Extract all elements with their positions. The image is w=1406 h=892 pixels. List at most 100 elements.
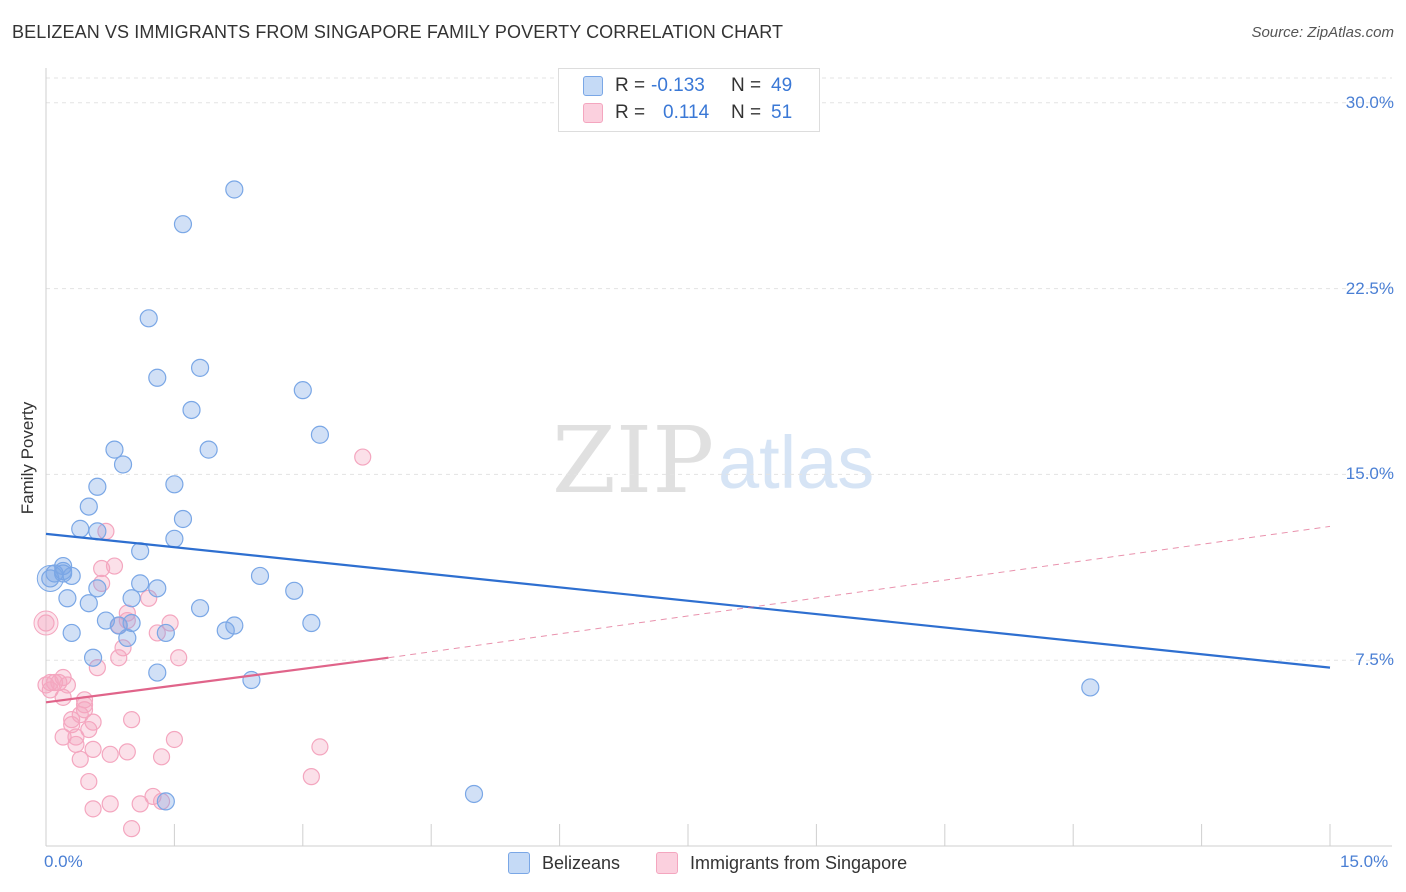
singapore-point [84,800,102,818]
singapore-point [80,720,98,739]
legend-item-singapore: Immigrants from Singapore [656,852,907,874]
chart-title: BELIZEAN VS IMMIGRANTS FROM SINGAPORE FA… [12,22,784,42]
singapore-point [84,740,102,758]
singapore-trend-extension [388,525,1331,659]
belizean-point [148,368,167,387]
belizean-point [36,564,64,592]
axes [45,68,1392,847]
legend-swatch-blue [583,76,603,96]
belizean-point [113,455,133,474]
legend-n-label: N = [731,102,762,123]
legend-n-value: 51 [771,102,793,123]
belizean-point [88,522,107,541]
singapore-point [37,614,55,632]
belizean-point [79,497,98,516]
correlation-legend: R = -0.133 N = 49 R = 0.114 N = 51 [558,68,820,132]
singapore-point [114,639,132,657]
belizean-point [173,215,193,234]
belizean-point [464,784,484,804]
belizean-point [1081,678,1100,697]
singapore-point [101,745,119,763]
belizean-point [105,440,124,459]
singapore-point [354,448,372,466]
belizean-point [79,594,98,613]
belizean-point [131,574,150,593]
legend-swatch-pink [583,103,603,123]
singapore-point [75,701,94,719]
singapore-point [152,748,171,766]
belizean-point [109,616,128,635]
singapore-point [165,730,183,749]
singapore-point [110,649,128,667]
singapore-point [123,711,141,729]
belizean-point [199,440,218,459]
legend-r-label: R = [615,75,646,96]
legend-r-value: 0.114 [663,102,710,123]
belizean-point [225,180,244,199]
trend-lines [45,525,1331,704]
belizean-point [190,599,210,618]
belizean-point [88,579,107,598]
x-tick-min: 0.0% [44,852,83,871]
legend-n-label: N = [731,75,762,96]
belizean-point [310,425,330,444]
singapore-point [123,820,141,838]
belizean-point [225,616,244,635]
source-label: Source: ZipAtlas.com [1251,24,1394,41]
belizean-point [156,792,175,811]
belizean-point [58,589,77,608]
singapore-point [33,610,59,636]
singapore-point [63,711,81,729]
belizean-point [165,529,184,548]
singapore-points [33,448,372,838]
belizean-point [165,475,184,494]
singapore-point [71,750,89,768]
belizean-point [148,579,167,598]
legend-r-value: -0.133 [651,75,705,96]
y-tick-label: 30.0% [1345,92,1394,112]
belizean-point [190,358,210,377]
singapore-point [105,557,124,575]
belizean-point [293,381,312,400]
legend-label-belizeans: Belizeans [542,852,621,873]
y-tick-label: 7.5% [1355,650,1394,670]
y-tick-label: 15.0% [1345,464,1394,484]
singapore-point [80,772,98,791]
belizean-point [88,477,107,496]
singapore-point [170,649,188,667]
belizean-point [182,400,201,420]
belizean-point [250,566,270,586]
belizean-point [173,509,193,529]
watermark-atlas: atlas [718,421,874,504]
legend-swatch-pink [656,852,678,874]
singapore-point [311,738,329,756]
singapore-point [54,688,72,706]
belizean-point [118,628,137,647]
belizean-point [83,648,103,667]
x-tick-max: 15.0% [1340,852,1389,871]
singapore-point [93,559,111,578]
belizean-trend-line [45,532,1331,669]
singapore-point [302,768,320,786]
singapore-point [118,743,136,761]
belizean-point [62,623,81,643]
singapore-point [41,673,59,692]
belizean-point [216,621,235,640]
belizean-point [302,613,321,633]
belizean-point [156,623,175,643]
singapore-point [161,614,179,632]
legend-n-value: 49 [771,75,793,96]
belizean-points [36,180,1100,811]
legend-r-label: R = [615,102,646,123]
belizean-point [285,581,304,600]
singapore-point [88,659,106,677]
watermark-zip: ZIP [552,407,714,514]
belizean-point [139,309,158,328]
belizean-point [71,519,90,538]
belizean-point [148,663,167,682]
singapore-point [101,795,119,813]
singapore-point [67,735,85,754]
y-tick-label: 22.5% [1345,278,1394,298]
singapore-trend-line [45,656,389,704]
